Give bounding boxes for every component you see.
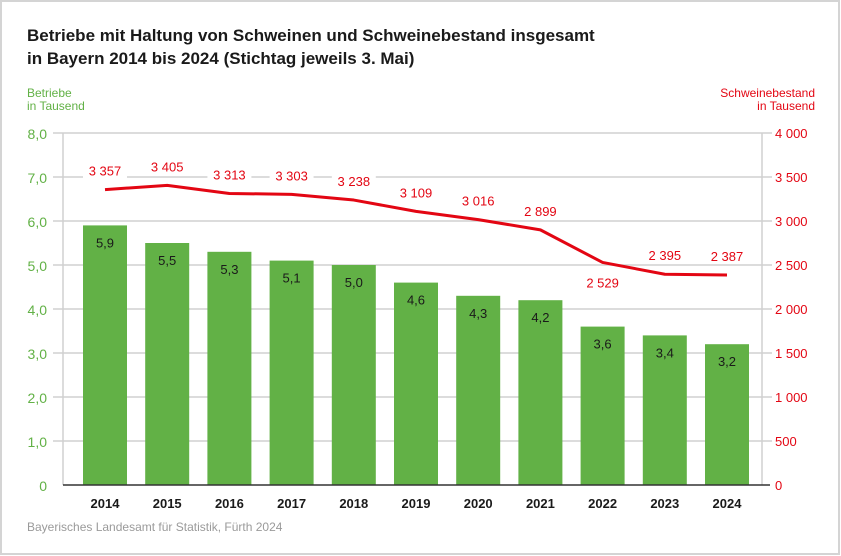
left-tick-label: 2,0 — [28, 390, 48, 406]
line-label-2020: 3 016 — [462, 194, 495, 209]
source-note: Bayerisches Landesamt für Statistik, Für… — [27, 520, 283, 534]
x-tick-label: 2014 — [91, 496, 121, 511]
bar-2018 — [331, 265, 376, 485]
line-label-2017: 3 303 — [275, 168, 308, 183]
left-tick-label: 7,0 — [28, 170, 48, 186]
bar-label-2023: 3,4 — [656, 345, 674, 360]
bar-label-2024: 3,2 — [718, 354, 736, 369]
bar-2020 — [456, 295, 501, 485]
line-label-bg — [518, 203, 563, 219]
chart-title-line1: Betriebe mit Haltung von Schweinen und S… — [27, 26, 595, 45]
line-label-bg — [331, 174, 376, 190]
right-axis-label-2: in Tausend — [757, 99, 815, 113]
line-label-bg — [145, 159, 190, 175]
bar-label-2020: 4,3 — [469, 306, 487, 321]
left-tick-label: 1,0 — [28, 434, 48, 450]
line-label-bg — [269, 168, 314, 184]
bar-label-2014: 5,9 — [96, 235, 114, 250]
bar-2017 — [269, 260, 314, 485]
line-label-bg — [456, 193, 501, 209]
right-tick-label: 1 500 — [775, 346, 808, 361]
left-axis-label-2: in Tausend — [27, 99, 85, 113]
x-tick-label: 2023 — [650, 496, 679, 511]
x-tick-label: 2020 — [464, 496, 493, 511]
bar-label-2016: 5,3 — [220, 262, 238, 277]
bar-label-2019: 4,6 — [407, 293, 425, 308]
bar-2023 — [642, 335, 687, 485]
line-label-2015: 3 405 — [151, 159, 184, 174]
right-tick-label: 4 000 — [775, 126, 808, 141]
right-axis-label-1: Schweinebestand — [720, 86, 815, 100]
line-label-2022: 2 529 — [586, 275, 619, 290]
right-tick-label: 1 000 — [775, 390, 808, 405]
bar-label-2017: 5,1 — [283, 271, 301, 286]
left-tick-label: 4,0 — [28, 302, 48, 318]
bar-label-2015: 5,5 — [158, 253, 176, 268]
bar-2019 — [394, 282, 438, 485]
line-label-bg — [394, 185, 438, 201]
line-label-2018: 3 238 — [338, 174, 371, 189]
line-label-2019: 3 109 — [400, 185, 433, 200]
right-tick-label: 2 000 — [775, 302, 808, 317]
left-tick-label: 0 — [39, 478, 47, 494]
right-tick-label: 0 — [775, 478, 782, 493]
line-label-2014: 3 357 — [89, 164, 122, 179]
left-tick-label: 5,0 — [28, 258, 48, 274]
line-series-schweinebestand — [104, 183, 728, 277]
line-label-bg — [83, 163, 127, 179]
bar-2022 — [580, 326, 625, 485]
x-tick-label: 2015 — [153, 496, 182, 511]
x-tick-label: 2018 — [339, 496, 368, 511]
line-label-bg — [642, 248, 687, 264]
bar-2014 — [83, 225, 127, 485]
line-label-2016: 3 313 — [213, 167, 246, 182]
bar-label-2022: 3,6 — [594, 337, 612, 352]
line-label-bg — [580, 275, 625, 291]
x-tick-label: 2017 — [277, 496, 306, 511]
bar-label-2018: 5,0 — [345, 275, 363, 290]
bar-2015 — [145, 243, 190, 485]
left-axis-label-1: Betriebe — [27, 86, 72, 100]
right-tick-label: 2 500 — [775, 258, 808, 273]
line-label-2023: 2 395 — [649, 248, 682, 263]
chart-title-line2: in Bayern 2014 bis 2024 (Stichtag jeweil… — [27, 49, 414, 68]
bar-2021 — [518, 300, 563, 485]
x-tick-label: 2016 — [215, 496, 244, 511]
left-tick-label: 8,0 — [28, 126, 48, 142]
right-tick-label: 3 000 — [775, 214, 808, 229]
x-tick-label: 2024 — [713, 496, 743, 511]
left-tick-label: 3,0 — [28, 346, 48, 362]
x-tick-label: 2021 — [526, 496, 555, 511]
line-label-bg — [705, 248, 749, 264]
line-label-2021: 2 899 — [524, 204, 557, 219]
x-tick-label: 2019 — [402, 496, 431, 511]
bar-2024 — [705, 344, 749, 485]
right-tick-label: 3 500 — [775, 170, 808, 185]
left-tick-label: 6,0 — [28, 214, 48, 230]
bar-2016 — [207, 251, 252, 485]
right-tick-label: 500 — [775, 434, 797, 449]
line-label-bg — [207, 167, 252, 183]
x-tick-label: 2022 — [588, 496, 617, 511]
bar-label-2021: 4,2 — [531, 310, 549, 325]
line-label-2024: 2 387 — [711, 249, 744, 264]
